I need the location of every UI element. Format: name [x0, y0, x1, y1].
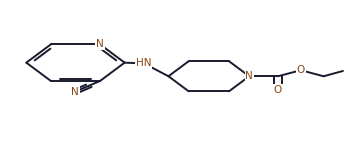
- Text: O: O: [297, 65, 305, 75]
- Text: O: O: [274, 85, 282, 95]
- Text: N: N: [71, 87, 79, 97]
- Text: HN: HN: [136, 58, 152, 68]
- Text: N: N: [96, 39, 104, 49]
- Text: N: N: [245, 71, 253, 81]
